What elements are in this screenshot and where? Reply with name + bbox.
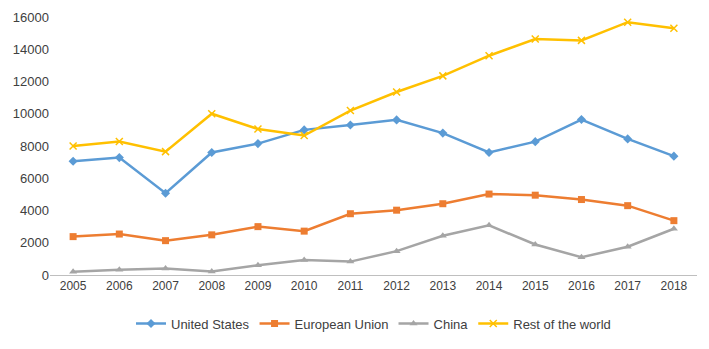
- svg-text:6000: 6000: [20, 171, 49, 186]
- svg-text:2014: 2014: [476, 279, 503, 293]
- svg-text:14000: 14000: [13, 42, 49, 57]
- svg-text:Rest of the world: Rest of the world: [513, 317, 611, 332]
- svg-text:China: China: [434, 317, 469, 332]
- svg-text:10000: 10000: [13, 106, 49, 121]
- svg-text:2012: 2012: [383, 279, 410, 293]
- svg-text:2010: 2010: [291, 279, 318, 293]
- svg-text:0: 0: [42, 268, 49, 283]
- svg-text:16000: 16000: [13, 10, 49, 25]
- svg-text:2013: 2013: [429, 279, 456, 293]
- svg-text:2008: 2008: [198, 279, 225, 293]
- svg-text:2018: 2018: [661, 279, 688, 293]
- svg-text:2015: 2015: [522, 279, 549, 293]
- svg-text:2006: 2006: [106, 279, 133, 293]
- svg-text:2005: 2005: [60, 279, 87, 293]
- svg-text:European Union: European Union: [295, 317, 389, 332]
- svg-text:12000: 12000: [13, 74, 49, 89]
- svg-text:2000: 2000: [20, 235, 49, 250]
- svg-text:2016: 2016: [568, 279, 595, 293]
- svg-text:8000: 8000: [20, 139, 49, 154]
- svg-text:2011: 2011: [337, 279, 363, 293]
- svg-text:2007: 2007: [152, 279, 179, 293]
- svg-text:4000: 4000: [20, 203, 49, 218]
- svg-text:2009: 2009: [245, 279, 272, 293]
- svg-text:2017: 2017: [614, 279, 641, 293]
- svg-text:United States: United States: [171, 317, 250, 332]
